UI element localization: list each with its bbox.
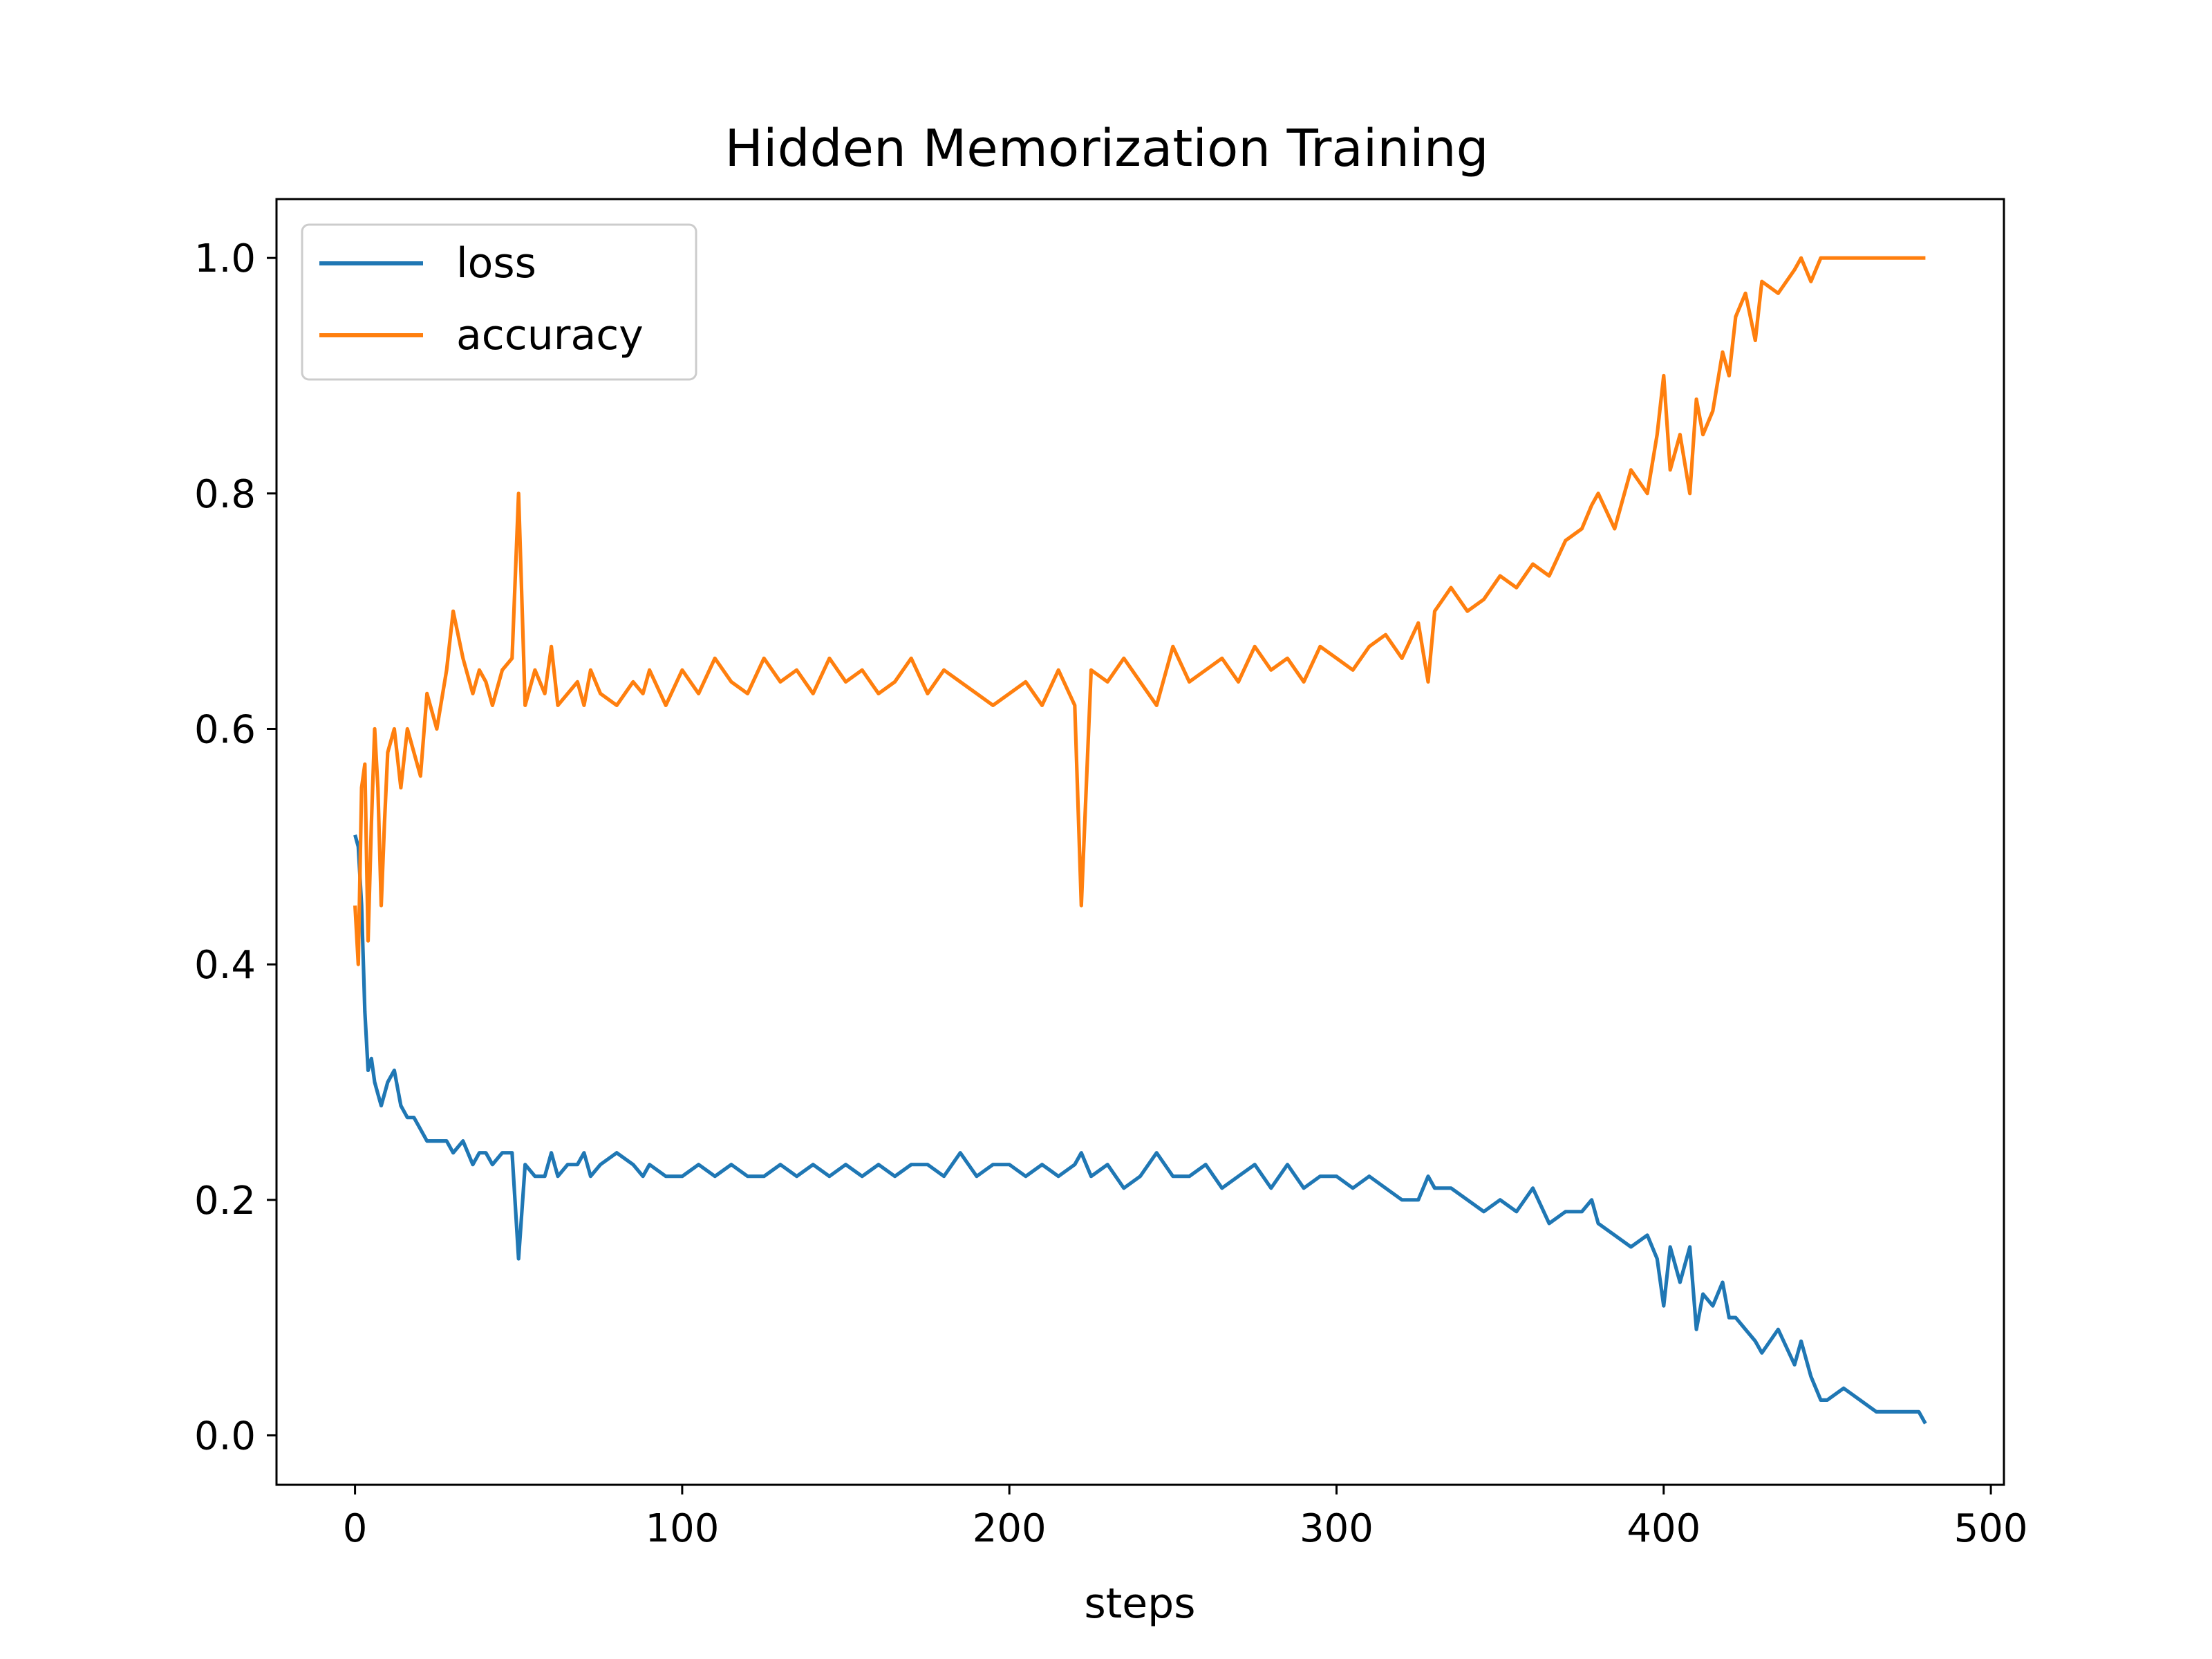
series-line-loss <box>353 834 1927 1425</box>
x-tick-label: 500 <box>1954 1506 2028 1551</box>
y-tick-label: 0.4 <box>194 943 256 988</box>
y-tick-label: 0.0 <box>194 1414 256 1459</box>
legend-label-accuracy: accuracy <box>456 311 644 359</box>
plot-area <box>275 198 2005 1486</box>
x-tick-label: 300 <box>1300 1506 1374 1551</box>
y-tick-label: 0.6 <box>194 707 256 752</box>
x-axis-label: steps <box>1084 1580 1195 1628</box>
plot-frame <box>275 198 2005 1486</box>
y-tick-label: 0.2 <box>194 1179 256 1224</box>
y-tick-label: 0.8 <box>194 472 256 517</box>
chart-title: Hidden Memorization Training <box>724 119 1488 178</box>
x-tick-label: 200 <box>973 1506 1047 1551</box>
x-tick-label: 400 <box>1627 1506 1700 1551</box>
x-tick-label: 0 <box>343 1506 368 1551</box>
legend-label-loss: loss <box>456 239 536 288</box>
y-axis: 0.0 0.2 0.4 0.6 0.8 1.0 <box>194 236 276 1459</box>
x-tick-label: 100 <box>645 1506 719 1551</box>
y-tick-label: 1.0 <box>194 236 256 281</box>
x-axis: 0 100 200 300 400 500 <box>343 1485 2028 1551</box>
series-line-accuracy <box>353 256 1926 966</box>
legend: loss accuracy <box>301 223 697 381</box>
